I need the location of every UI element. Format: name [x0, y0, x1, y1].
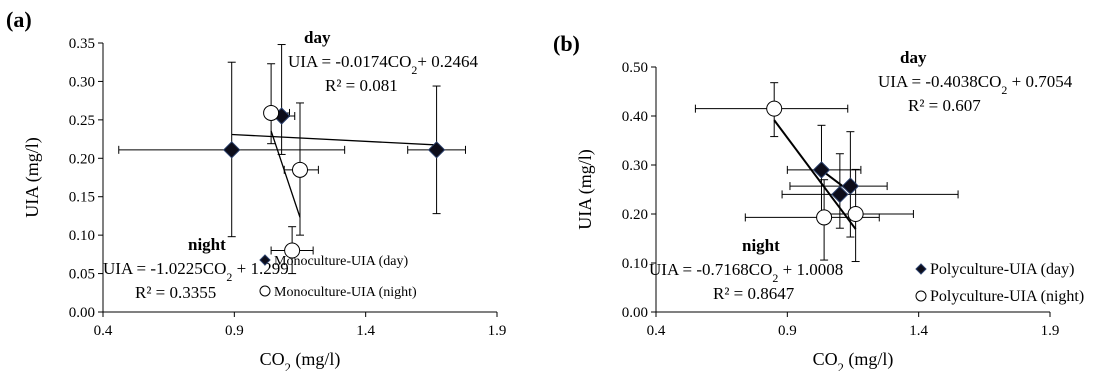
y-tick-label: 0.15	[69, 190, 95, 206]
legend-diamond-marker	[259, 254, 271, 266]
night-annotation-label: night	[742, 236, 780, 255]
y-tick-label: 0.20	[622, 207, 648, 223]
x-tick-label: 0.9	[225, 323, 244, 339]
y-tick-label: 0.10	[622, 256, 648, 272]
x-tick-label: 0.4	[94, 323, 113, 339]
legend-circle-marker	[915, 290, 927, 302]
y-tick-label: 0.00	[622, 305, 648, 321]
x-axis-title: CO2 (mg/l)	[813, 349, 894, 371]
legend-circle-marker	[259, 285, 271, 297]
night-data-point	[847, 206, 864, 222]
y-tick-label: 0.35	[69, 36, 95, 52]
x-tick-label: 1.4	[356, 323, 375, 339]
chart-panel-a: 0.00 0.05 0.10 0.15 0.20 0.25 0.30 0.35 0.4 0.9 1.…	[0, 0, 553, 371]
legend-diamond-marker	[915, 263, 927, 275]
y-tick-label: 0.10	[69, 228, 95, 244]
night-data-point	[766, 100, 783, 117]
legend-label: Polyculture-UIA (day)	[930, 261, 1074, 278]
day-data-point	[222, 141, 241, 159]
y-axis-title: UIA (mg/l)	[22, 137, 43, 218]
x-tick-label: 0.9	[778, 323, 797, 339]
night-annotation-label: night	[188, 235, 226, 254]
y-tick-label: 0.05	[69, 267, 95, 283]
x-tick-label: 1.4	[909, 323, 928, 339]
chart-b-svg: 0.00 0.10 0.20 0.30 0.40 0.50 0.4 0.9 1.4 1.9 CO2 …	[553, 31, 1084, 371]
legend-label: Monoculture-UIA (day)	[274, 254, 408, 269]
y-tick-label: 0.30	[69, 74, 95, 90]
chart-a-svg: 0.00 0.05 0.10 0.15 0.20 0.25 0.30 0.35 0.4 0.9 1.…	[6, 7, 507, 371]
day-equation: UIA = -0.0174CO2+ 0.2464	[288, 52, 478, 77]
day-r-squared: R² = 0.081	[325, 76, 398, 95]
night-trendline	[270, 130, 301, 218]
y-tick-label: 0.40	[622, 109, 648, 125]
x-axis-title: CO2 (mg/l)	[260, 349, 341, 371]
day-data-point	[841, 177, 860, 195]
day-annotation-label: day	[304, 28, 331, 47]
y-tick-label: 0.20	[69, 151, 95, 167]
x-tick-label: 1.9	[1041, 323, 1060, 339]
legend-label: Monoculture-UIA (night)	[274, 285, 417, 300]
night-r-squared: R² = 0.3355	[135, 283, 216, 302]
chart-panel-b: 0.00 0.10 0.20 0.30 0.40 0.50 0.4 0.9 1.4 1.9 CO2 …	[553, 0, 1106, 371]
day-trendline	[231, 133, 437, 146]
panel-label: (a)	[6, 7, 32, 32]
day-equation: UIA = -0.4038CO2 + 0.7054	[878, 72, 1073, 97]
y-tick-label: 0.00	[69, 305, 95, 321]
day-data-point	[427, 141, 446, 159]
panel-label: (b)	[553, 31, 580, 56]
day-annotation-label: day	[900, 48, 927, 67]
day-r-squared: R² = 0.607	[908, 96, 981, 115]
night-data-point	[284, 242, 301, 259]
night-trendline	[773, 119, 857, 230]
y-tick-label: 0.30	[622, 158, 648, 174]
night-data-point	[816, 209, 833, 226]
y-tick-label: 0.25	[69, 113, 95, 129]
night-equation: UIA = -1.0225CO2 + 1.299	[103, 259, 289, 284]
x-tick-label: 1.9	[488, 323, 507, 339]
night-r-squared: R² = 0.8647	[713, 284, 795, 303]
day-data-point	[831, 185, 849, 204]
night-data-point	[292, 161, 308, 178]
legend-label: Polyculture-UIA (night)	[930, 288, 1084, 305]
night-equation: UIA = -0.7168CO2 + 1.0008	[649, 260, 843, 285]
y-tick-label: 0.50	[622, 60, 648, 76]
night-data-point	[263, 104, 280, 121]
x-tick-label: 0.4	[647, 323, 666, 339]
day-data-point	[812, 161, 831, 179]
y-axis-title: UIA (mg/l)	[575, 149, 596, 230]
